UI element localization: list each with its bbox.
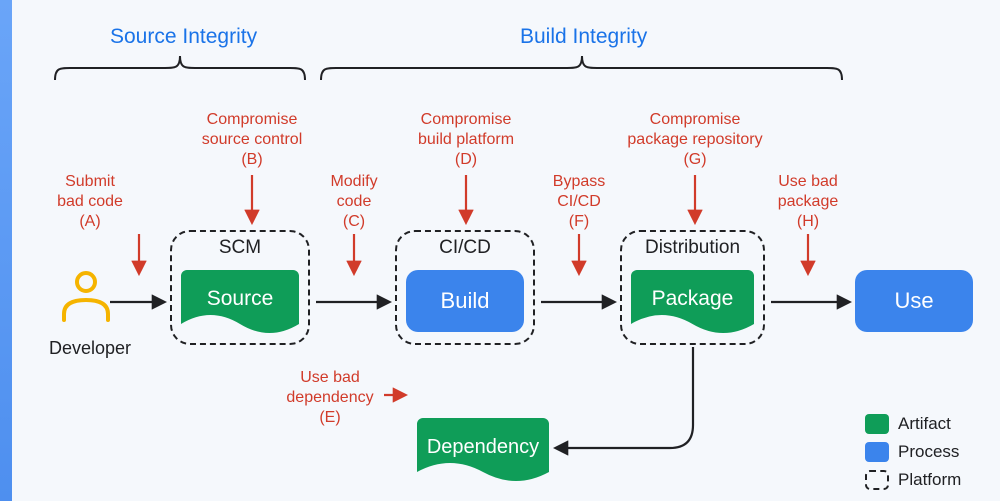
dep-arrow	[556, 347, 693, 448]
box-use-label: Use	[894, 288, 933, 314]
developer-icon	[64, 273, 108, 320]
bracket-source	[55, 56, 305, 80]
threat-D-letter: (D)	[455, 151, 477, 168]
threat-H-line2: package	[778, 193, 839, 210]
header-build-integrity: Build Integrity	[520, 25, 647, 49]
threat-F-line1: Bypass	[553, 173, 605, 190]
threat-H-line1: Use bad	[778, 173, 838, 190]
threat-C-line1: Modify	[330, 173, 377, 190]
legend-swatch-artifact	[865, 414, 889, 434]
left-gradient-bar	[0, 0, 12, 501]
threat-G: Compromise package repository (G)	[615, 110, 775, 170]
box-use: Use	[855, 270, 973, 332]
threat-D-line1: Compromise	[421, 111, 512, 128]
box-build-label: Build	[441, 288, 490, 314]
threat-E-line1: Use bad	[300, 369, 360, 386]
threat-H: Use bad package (H)	[768, 172, 848, 232]
platform-distribution-label: Distribution	[620, 237, 765, 259]
threat-C-line2: code	[337, 193, 372, 210]
threat-D: Compromise build platform (D)	[401, 110, 531, 170]
threat-H-letter: (H)	[797, 213, 819, 230]
threat-F-letter: (F)	[569, 213, 589, 230]
threat-A-letter: (A)	[79, 213, 100, 230]
threat-F-line2: CI/CD	[557, 193, 601, 210]
threat-G-line2: package repository	[627, 131, 762, 148]
threat-A: Submit bad code (A)	[45, 172, 135, 232]
threat-G-letter: (G)	[683, 151, 706, 168]
legend-label-artifact: Artifact	[898, 414, 951, 434]
threat-B-line2: source control	[202, 131, 303, 148]
artifact-dependency-shape	[417, 418, 549, 481]
threat-F: Bypass CI/CD (F)	[544, 172, 614, 232]
threat-B-letter: (B)	[241, 151, 262, 168]
developer-label: Developer	[40, 338, 140, 359]
platform-scm-label: SCM	[170, 237, 310, 259]
threat-A-line1: Submit	[65, 173, 115, 190]
threat-B-line1: Compromise	[207, 111, 298, 128]
threat-D-line2: build platform	[418, 131, 514, 148]
threat-A-line2: bad code	[57, 193, 123, 210]
header-source-integrity: Source Integrity	[110, 25, 257, 49]
box-build: Build	[406, 270, 524, 332]
diagram-canvas: Source Integrity Build Integrity SCM CI/…	[0, 0, 1000, 501]
legend-label-process: Process	[898, 442, 959, 462]
platform-cicd-label: CI/CD	[395, 237, 535, 259]
bracket-build	[321, 56, 842, 80]
threat-E-letter: (E)	[319, 409, 340, 426]
box-dependency-label: Dependency	[427, 436, 539, 458]
threat-B: Compromise source control (B)	[187, 110, 317, 170]
threat-C-letter: (C)	[343, 213, 365, 230]
legend-swatch-process	[865, 442, 889, 462]
threat-C: Modify code (C)	[319, 172, 389, 232]
threat-G-line1: Compromise	[650, 111, 741, 128]
threat-E: Use bad dependency (E)	[278, 368, 382, 428]
legend-swatch-platform	[865, 470, 889, 490]
threat-E-line2: dependency	[286, 389, 373, 406]
legend-label-platform: Platform	[898, 470, 961, 490]
